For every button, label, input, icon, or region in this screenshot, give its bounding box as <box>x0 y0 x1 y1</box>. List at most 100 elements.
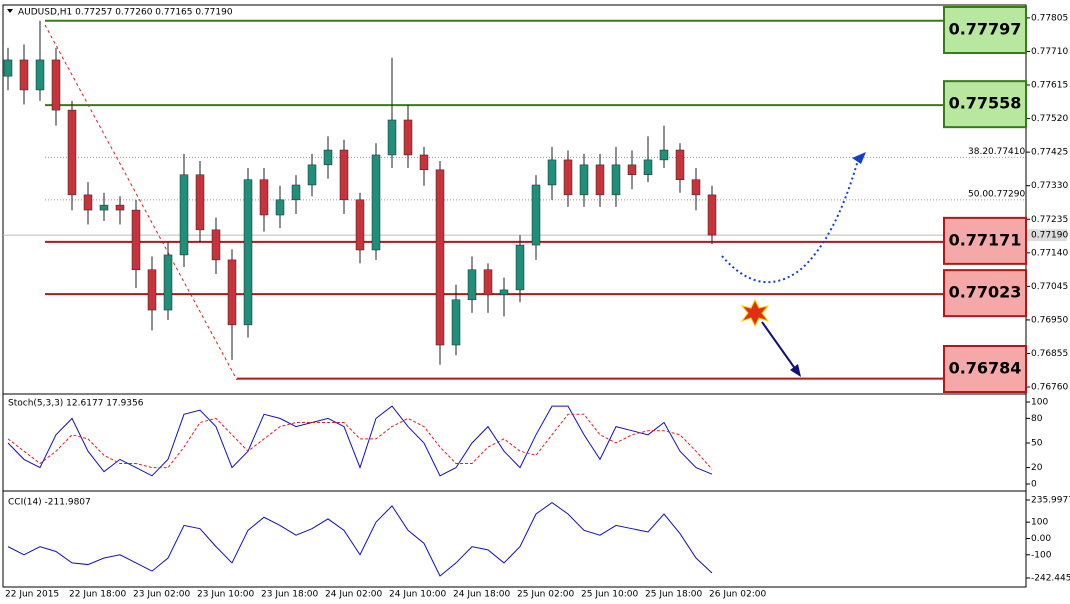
level-box-bg <box>943 345 1027 393</box>
candle-body <box>35 59 45 91</box>
y-tick-label: 0.77235 <box>1031 215 1068 225</box>
candle-body <box>19 59 29 91</box>
candle-body <box>67 109 77 196</box>
level-box-bg <box>943 80 1027 129</box>
x-tick-label: 24 Jun 10:00 <box>389 590 446 600</box>
y-tick-label: 0.76760 <box>1031 383 1068 393</box>
candle-body <box>515 244 525 291</box>
x-tick-label: 24 Jun 02:00 <box>325 590 382 600</box>
candle-body <box>291 184 301 201</box>
y-tick-label: 80 <box>1031 414 1043 424</box>
y-tick-label: 235.9977 <box>1031 496 1070 506</box>
candle-body <box>483 269 493 296</box>
level-box: 0.77558 <box>943 80 1027 129</box>
indicator-line <box>7 405 713 477</box>
level-box: 0.76784 <box>943 345 1027 393</box>
candle-body <box>307 164 317 186</box>
candle-body <box>547 159 557 186</box>
indicator-line <box>7 413 713 470</box>
candle-body <box>51 59 61 111</box>
y-tick-label: 0 <box>1031 480 1037 490</box>
y-tick-label: -242.4454 <box>1031 574 1070 584</box>
y-tick-label: 0.77330 <box>1031 181 1068 191</box>
y-tick-label: 0.77710 <box>1031 47 1068 57</box>
candle-body <box>323 149 333 166</box>
fib-price: 0.77410 <box>988 147 1025 157</box>
candle-body <box>419 154 429 171</box>
x-tick-label: 23 Jun 02:00 <box>133 590 190 600</box>
level-label: 0.77171 <box>949 230 1022 249</box>
y-tick-label: 0.77140 <box>1031 248 1068 258</box>
x-tick-label: 23 Jun 18:00 <box>261 590 318 600</box>
y-tick-label: -100 <box>1031 550 1052 560</box>
level-label: 0.77797 <box>949 20 1022 39</box>
candle-body <box>131 209 141 271</box>
x-tick-label: 23 Jun 10:00 <box>197 590 254 600</box>
x-tick-label: 25 Jun 10:00 <box>581 590 638 600</box>
candle-body <box>595 164 605 196</box>
candle-body <box>387 119 397 156</box>
candle-body <box>355 199 365 251</box>
candle-body <box>579 164 589 196</box>
fib-price: 0.77290 <box>988 189 1025 199</box>
y-tick-label: 0.77045 <box>1031 282 1068 292</box>
y-tick-label: 0.76855 <box>1031 349 1068 359</box>
break-star <box>740 298 770 328</box>
indicator-line <box>7 501 713 577</box>
last-price-tag <box>1027 229 1067 242</box>
candle-body <box>643 159 653 175</box>
candle-body <box>115 204 125 211</box>
stoch-title: Stoch(5,3,3) 12.6177 17.9356 <box>8 399 144 409</box>
candle-body <box>675 149 685 180</box>
x-tick-label: 22 Jun 18:00 <box>69 590 126 600</box>
candle-body <box>691 179 701 196</box>
candle-body <box>627 164 637 175</box>
candle-body <box>563 159 573 196</box>
down-arrowhead <box>790 364 801 377</box>
candle-body <box>451 299 461 346</box>
candle-body <box>403 119 413 156</box>
candle-body <box>211 229 221 261</box>
y-tick-label: 0.00 <box>1031 534 1051 544</box>
cci-panel <box>2 490 1027 588</box>
candle-body <box>243 179 253 326</box>
candle-body <box>275 199 285 216</box>
candle-body <box>179 174 189 256</box>
x-tick-label: 24 Jun 18:00 <box>453 590 510 600</box>
forecast-arrowhead <box>852 152 866 164</box>
candle-body <box>659 149 669 161</box>
level-box: 0.77023 <box>943 269 1027 318</box>
y-tick-label: 0.77520 <box>1031 114 1068 124</box>
candle-body <box>435 169 445 346</box>
y-tick-label: 20 <box>1031 463 1043 473</box>
level-box: 0.77797 <box>943 6 1027 54</box>
level-box-bg <box>943 216 1027 265</box>
candle-body <box>707 194 717 236</box>
last-price-label: 0.77190 <box>1031 231 1068 241</box>
candle-body <box>371 154 381 251</box>
y-tick-label: 100 <box>1031 518 1048 528</box>
y-tick-label: 0.77805 <box>1031 13 1068 23</box>
down-arrow <box>761 321 797 371</box>
fib-ratio: 50.0 <box>968 189 988 199</box>
y-tick-label: 50 <box>1031 439 1043 449</box>
candle-body <box>163 254 173 311</box>
level-label: 0.77023 <box>949 283 1022 302</box>
x-tick-label: 22 Jun 2015 <box>5 590 59 600</box>
y-tick-label: 100 <box>1031 397 1048 407</box>
level-box: 0.77171 <box>943 216 1027 265</box>
menu-icon[interactable] <box>7 9 13 13</box>
y-tick-label: 0.77615 <box>1031 81 1068 91</box>
level-label: 0.77558 <box>949 94 1022 113</box>
candle-body <box>83 194 93 211</box>
level-box-bg <box>943 269 1027 318</box>
main-title: AUDUSD,H1 0.77257 0.77260 0.77165 0.7719… <box>18 8 233 18</box>
candle-body <box>147 269 157 311</box>
candle-body <box>611 164 621 196</box>
candle-body <box>259 179 269 216</box>
x-tick-label: 25 Jun 18:00 <box>645 590 702 600</box>
candle-body <box>339 149 349 201</box>
y-tick-label: 0.77425 <box>1031 148 1068 158</box>
trend-line <box>44 24 238 381</box>
